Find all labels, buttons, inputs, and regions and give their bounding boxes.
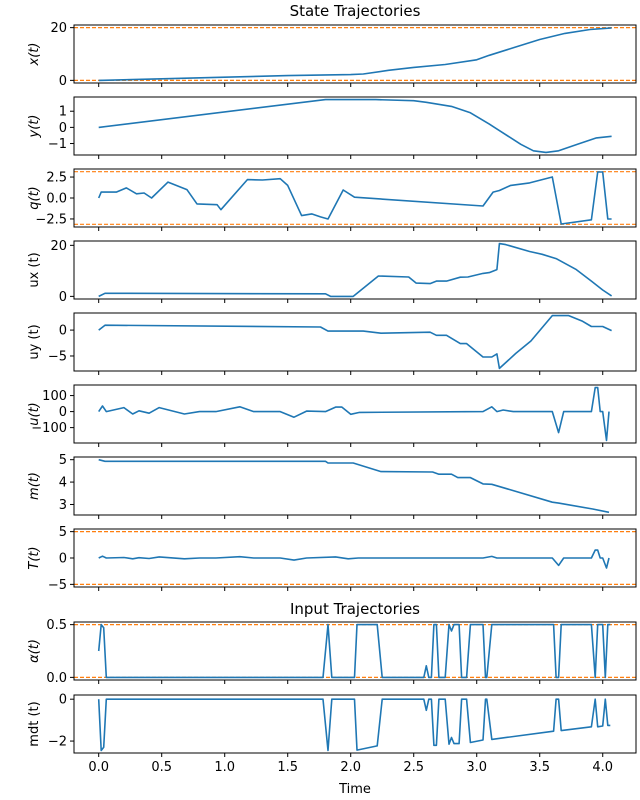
x-tick-label: 1.0 (214, 760, 235, 775)
subplot-9: 0.0 0.5 α(t) (27, 618, 637, 686)
series-line (98, 386, 610, 442)
y-tick-label: −100 (31, 421, 67, 436)
y-tick-label: 0 (59, 405, 67, 420)
y-axis-label: y(t) (27, 115, 42, 139)
subplot-2: −101 y(t) (27, 96, 637, 159)
axes-frame (73, 456, 637, 516)
y-tick-label: 0 (59, 290, 67, 305)
x-tick-label: 0.5 (151, 760, 172, 775)
y-tick-label: 0.5 (46, 618, 67, 633)
subplot-4: 0 20 ux (t) (27, 239, 637, 305)
axes-frame (73, 694, 637, 754)
y-tick-label: 4 (59, 476, 67, 491)
x-tick-label: 0.0 (88, 760, 109, 775)
y-axis-label: α(t) (27, 639, 42, 663)
y-tick-label: −2 (48, 735, 67, 750)
subplot-7: 3 4 5 m(t) (27, 453, 637, 519)
y-tick-label: 100 (42, 389, 67, 404)
series-line (98, 458, 610, 514)
y-axis-label: uy (t) (27, 324, 42, 359)
axes-frame (73, 240, 637, 300)
subplot-5: −5 0 uy (t) (27, 312, 637, 375)
y-tick-label: 0 (59, 324, 67, 339)
y-tick-label: −2.5 (35, 212, 67, 227)
y-tick-label: −1 (48, 137, 67, 152)
x-tick-label: 1.5 (277, 760, 298, 775)
y-tick-label: 20 (50, 239, 67, 254)
series-line (98, 27, 612, 82)
axes-frame (73, 384, 637, 444)
x-tick-label: 3.5 (529, 760, 550, 775)
x-tick-label: 2.0 (340, 760, 361, 775)
input-trajectories-title: Input Trajectories (290, 600, 420, 618)
y-tick-label: 0 (59, 693, 67, 708)
x-tick-label: 4.0 (592, 760, 613, 775)
y-axis-label: mdt (t) (27, 701, 42, 746)
subplot-10: −2 0 mdt (t) 0.0 0.5 1.0 1.5 2.0 2.5 3.0 3.5 4.0 (27, 693, 637, 775)
x-tick-label: 3.0 (466, 760, 487, 775)
axes-frame (73, 24, 637, 84)
y-tick-label: 0 (59, 121, 67, 136)
y-tick-label: 0 (59, 552, 67, 567)
subplot-3: −2.5 0.0 2.5 q(t) (27, 168, 637, 231)
y-tick-label: 0 (59, 74, 67, 89)
axes-frame (73, 96, 637, 156)
y-axis-label: q(t) (27, 186, 42, 210)
series-line (97, 623, 611, 679)
axes-frame (73, 312, 637, 372)
x-tick-label: 2.5 (403, 760, 424, 775)
series-line (98, 98, 612, 154)
y-tick-label: 2.5 (46, 171, 67, 186)
y-tick-label: 1 (59, 105, 67, 120)
y-axis-label: m(t) (27, 472, 42, 500)
axes-frame (73, 621, 637, 681)
x-axis-label: Time (338, 782, 371, 797)
y-tick-label: −5 (48, 578, 67, 593)
series-line (98, 549, 610, 569)
series-line (97, 171, 612, 225)
y-axis-label: u(t) (27, 402, 42, 425)
y-tick-label: 3 (59, 498, 67, 513)
y-axis-label: T(t) (27, 546, 42, 569)
state-trajectories-title: State Trajectories (290, 2, 421, 20)
y-tick-label: 20 (50, 21, 67, 36)
series-line (98, 314, 612, 370)
y-tick-label: 5 (59, 453, 67, 468)
subplot-8: −5 0 5 T(t) (27, 525, 637, 593)
y-tick-label: 0.0 (46, 671, 67, 686)
y-tick-label: −5 (48, 349, 67, 364)
y-tick-label: 0.0 (46, 192, 67, 207)
subplot-1: 0 20 x(t) (27, 21, 637, 89)
series-line (98, 242, 613, 298)
y-tick-label: 5 (59, 525, 67, 540)
y-axis-label: ux (t) (27, 252, 42, 287)
y-axis-label: x(t) (27, 43, 42, 67)
series-line (97, 698, 611, 752)
